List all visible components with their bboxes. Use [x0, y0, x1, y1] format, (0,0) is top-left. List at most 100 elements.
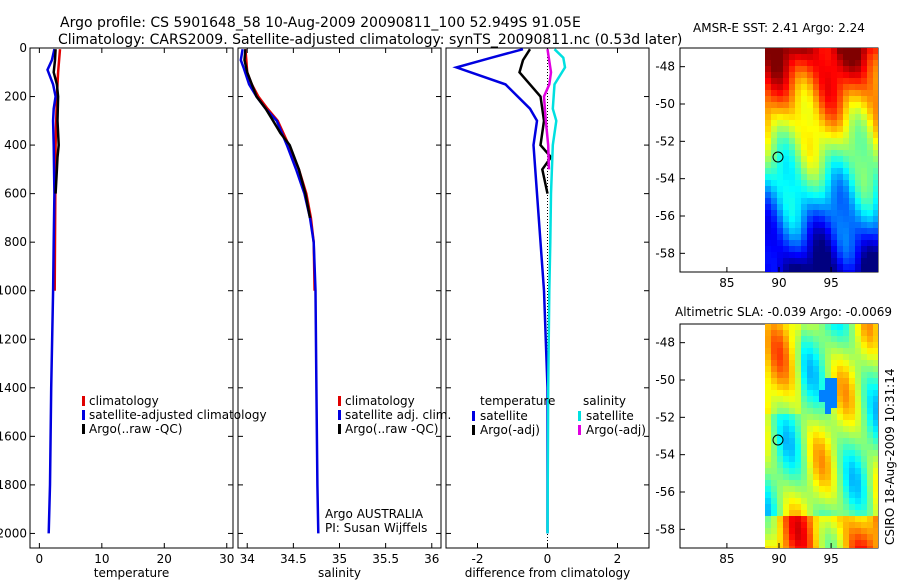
map-cell — [831, 402, 837, 408]
map-cell — [855, 60, 861, 66]
map-cell — [789, 468, 795, 474]
map-cell — [807, 132, 813, 138]
map-cell — [855, 468, 861, 474]
map-cell — [801, 414, 807, 420]
map-cell — [789, 102, 795, 108]
map-cell — [789, 186, 795, 192]
map-cell — [771, 246, 777, 252]
map-cell — [873, 78, 878, 84]
map-cell — [831, 60, 837, 66]
map-cell — [843, 414, 849, 420]
x-tick-label: 20 — [157, 552, 172, 566]
map-cell — [765, 486, 771, 492]
map-cell — [825, 132, 831, 138]
legend-swatch — [338, 396, 341, 406]
map-cell — [873, 426, 878, 432]
map-cell — [777, 114, 783, 120]
map-cell — [831, 348, 837, 354]
map-cell — [771, 324, 777, 330]
map-cell — [807, 528, 813, 534]
map-cell — [807, 438, 813, 444]
map-cell — [837, 426, 843, 432]
map-cell — [831, 270, 837, 272]
map-cell — [843, 66, 849, 72]
map-cell — [771, 108, 777, 114]
map-cell — [813, 414, 819, 420]
map-cell — [783, 462, 789, 468]
map-cell — [765, 348, 771, 354]
map-cell — [783, 192, 789, 198]
map-cell — [813, 150, 819, 156]
map-cell — [867, 132, 873, 138]
map-cell — [849, 120, 855, 126]
map-cell — [777, 504, 783, 510]
map-cell — [795, 366, 801, 372]
map-cell — [819, 204, 825, 210]
map-cell — [789, 462, 795, 468]
map-cell — [801, 396, 807, 402]
map-cell — [777, 354, 783, 360]
map-cell — [843, 384, 849, 390]
map-cell — [789, 354, 795, 360]
map-cell — [771, 456, 777, 462]
map-cell — [771, 462, 777, 468]
map-cell — [867, 450, 873, 456]
map-cell — [873, 444, 878, 450]
map-cell — [819, 228, 825, 234]
map-cell — [843, 90, 849, 96]
map-cell — [873, 150, 878, 156]
map-cell — [861, 72, 867, 78]
map-cell — [867, 198, 873, 204]
map-cell — [783, 222, 789, 228]
map-cell — [801, 534, 807, 540]
map-cell — [777, 84, 783, 90]
annotation-text: Argo AUSTRALIA — [325, 507, 424, 521]
map-cell — [783, 432, 789, 438]
map-cell — [771, 150, 777, 156]
map-y-tick-label: -50 — [655, 97, 675, 111]
map-cell — [831, 150, 837, 156]
map-cell — [855, 180, 861, 186]
map-cell — [807, 234, 813, 240]
map-cell — [861, 48, 867, 54]
map-cell — [837, 360, 843, 366]
map-cell — [843, 396, 849, 402]
map-cell — [825, 378, 831, 384]
map-cell — [807, 126, 813, 132]
map-cell — [819, 468, 825, 474]
map-cell — [771, 234, 777, 240]
map-cell — [789, 330, 795, 336]
map-cell — [771, 264, 777, 270]
map-cell — [819, 534, 825, 540]
map-cell — [795, 246, 801, 252]
map-cell — [807, 96, 813, 102]
map-cell — [867, 90, 873, 96]
map-cell — [837, 348, 843, 354]
map-cell — [867, 336, 873, 342]
map-cell — [777, 270, 783, 272]
map-cell — [831, 258, 837, 264]
map-cell — [795, 516, 801, 522]
map-cell — [867, 324, 873, 330]
map-cell — [837, 258, 843, 264]
map-cell — [849, 372, 855, 378]
map-cell — [813, 450, 819, 456]
map-cell — [861, 432, 867, 438]
map-cell — [777, 72, 783, 78]
map-x-tick-label: 95 — [823, 552, 838, 566]
map-cell — [849, 462, 855, 468]
map-cell — [795, 498, 801, 504]
map-cell — [807, 180, 813, 186]
map-cell — [795, 528, 801, 534]
map-cell — [813, 228, 819, 234]
map-cell — [807, 492, 813, 498]
map-cell — [867, 432, 873, 438]
map-cell — [801, 426, 807, 432]
map-cell — [777, 366, 783, 372]
map-cell — [807, 522, 813, 528]
map-cell — [825, 216, 831, 222]
map-cell — [807, 240, 813, 246]
map-cell — [777, 444, 783, 450]
map-cell — [789, 84, 795, 90]
map-cell — [807, 90, 813, 96]
